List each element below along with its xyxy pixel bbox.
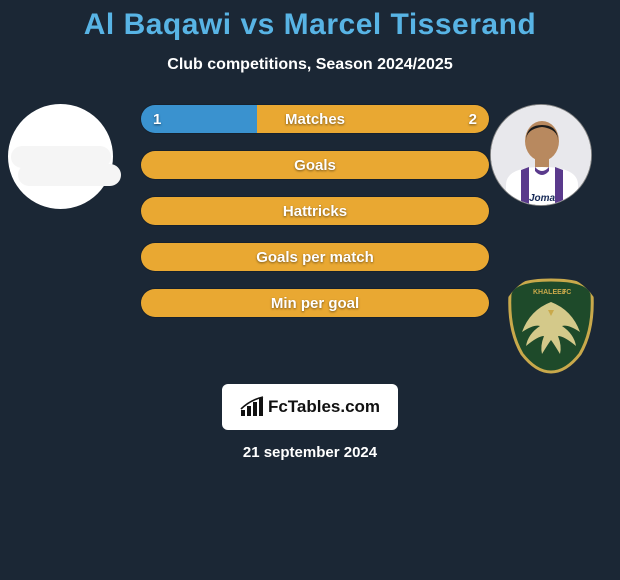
bar-value-left: 1 [153, 105, 161, 133]
bar-label: Matches [141, 105, 489, 133]
stat-bars: Matches1 2 Goals Hattricks Goals per match Mi… [140, 104, 490, 334]
stat-bar-row: Hattricks [140, 196, 490, 226]
svg-text:KHALEEJ: KHALEEJ [533, 289, 566, 296]
date-label: 21 september 2024 [0, 444, 620, 461]
branding-text: FcTables.com [268, 397, 380, 417]
stat-bar-row: Matches1 2 [140, 104, 490, 134]
left-club-logo [18, 164, 121, 186]
club-crest-icon: KHALEEJ FC [500, 274, 602, 376]
bar-chart-icon [240, 396, 264, 418]
comparison-card: Al Baqawi vs Marcel Tisserand Club compe… [0, 0, 620, 580]
title-vs: vs [240, 8, 274, 41]
bar-label: Goals [141, 151, 489, 179]
stat-bar-row: Goals per match [140, 242, 490, 272]
left-player-photo [8, 104, 113, 209]
stat-bar-row: Goals [140, 150, 490, 180]
title-player-right: Marcel Tisserand [284, 8, 537, 41]
right-club-logo: KHALEEJ FC [500, 274, 602, 376]
bar-value-right: 2 [469, 105, 477, 133]
subtitle: Club competitions, Season 2024/2025 [0, 56, 620, 74]
right-player-photo: Joma [490, 104, 592, 206]
branding-badge: FcTables.com [222, 384, 398, 430]
bar-label: Min per goal [141, 289, 489, 317]
page-title: Al Baqawi vs Marcel Tisserand [0, 0, 620, 42]
jersey-sponsor: Joma [529, 193, 556, 204]
bar-label: Hattricks [141, 197, 489, 225]
svg-text:FC: FC [562, 289, 571, 296]
title-player-left: Al Baqawi [84, 8, 232, 41]
bar-label: Goals per match [141, 243, 489, 271]
player-portrait-icon: Joma [491, 105, 592, 206]
stat-bar-row: Min per goal [140, 288, 490, 318]
stats-area: Joma KHALEEJ FC Matches1 2 Goals Hattricks G… [0, 104, 620, 354]
